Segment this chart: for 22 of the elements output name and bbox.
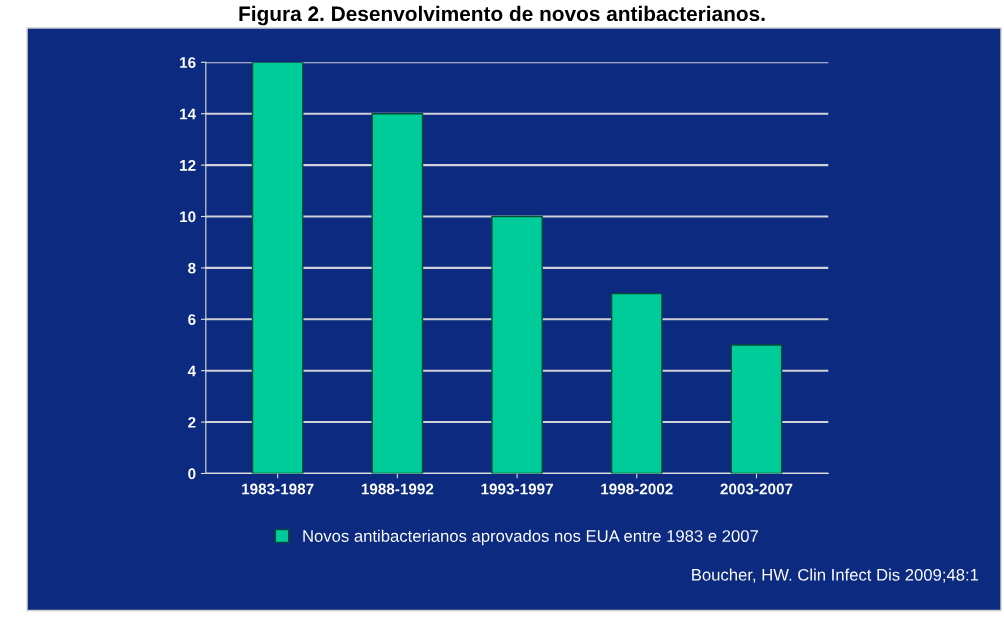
y-tick-label: 14 (180, 108, 197, 120)
y-tick-label: 10 (180, 211, 196, 223)
y-tick-label: 6 (188, 314, 196, 325)
bar (730, 344, 783, 474)
y-tick-label: 4 (187, 365, 197, 377)
chart-title: Figura 2. Desenvolvimento de novos antibacterianos. (239, 5, 765, 26)
x-tick-label: 1993-1997 (481, 483, 553, 495)
y-tick-label: 12 (180, 159, 196, 171)
legend-label: Novos antibacterianos aprovados nos EUA entre 1983 e 2007 (303, 529, 758, 546)
text: Boucher, HW. Clin Infect Dis 2009;48:1 (692, 568, 979, 583)
bar (251, 62, 304, 474)
x-tick-label: 1998-2002 (601, 483, 673, 495)
y-tick-label: 2 (188, 416, 196, 428)
bar (491, 215, 543, 474)
y-tick-label: 8 (188, 262, 196, 274)
x-tick-label: 1988-1992 (361, 483, 434, 495)
y-tick-label: 0 (188, 468, 196, 480)
bar (371, 113, 424, 474)
x-tick-label: 1983-1987 (242, 483, 314, 495)
bar (610, 292, 663, 474)
y-tick-label: 16 (180, 57, 196, 68)
x-tick-label: 2003-2007 (720, 483, 793, 495)
